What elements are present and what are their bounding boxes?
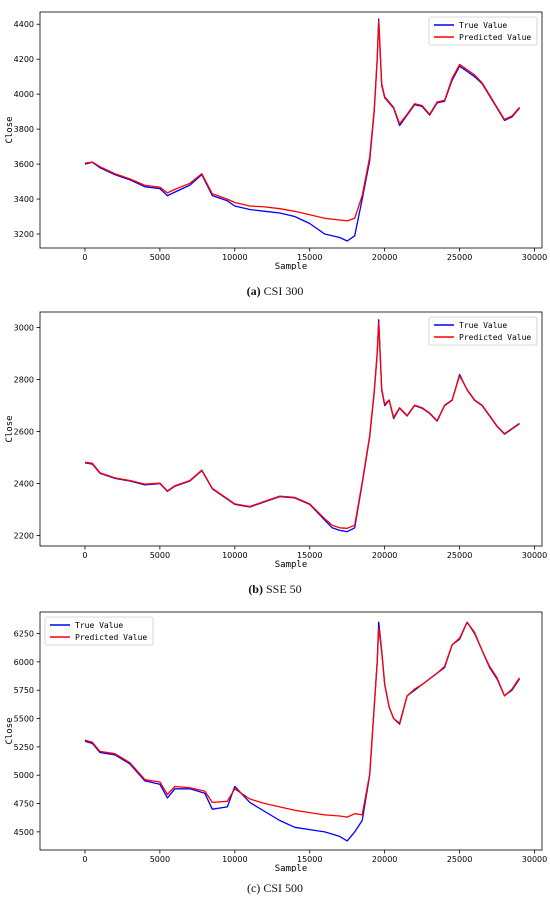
y-tick-label: 5500	[14, 715, 34, 724]
x-tick-label: 5000	[150, 253, 170, 262]
x-tick-label: 30000	[522, 253, 547, 262]
caption-a-letter: (a)	[246, 284, 261, 298]
legend-label-true-value: True Value	[459, 21, 507, 30]
legend-box	[44, 616, 154, 646]
x-tick-label: 15000	[297, 551, 322, 560]
caption-a-text: CSI 300	[263, 284, 304, 298]
x-axis-label: Sample	[275, 560, 308, 570]
x-tick-label: 10000	[222, 551, 247, 560]
legend-box	[428, 316, 538, 346]
x-tick-label: 15000	[297, 855, 322, 864]
x-tick-label: 0	[82, 253, 87, 262]
chart-panel-c: 0 5000 10000 15000 20000 25000 30000 4500 4750 50…	[0, 600, 550, 901]
y-tick-label: 3000	[14, 324, 34, 333]
legend-box	[428, 16, 538, 46]
y-axis-label: Close	[5, 116, 15, 143]
legend: True Value Predicted Value	[44, 616, 154, 646]
y-tick-label: 3200	[14, 230, 34, 239]
x-tick-label: 25000	[447, 253, 472, 262]
y-tick-label: 4400	[14, 20, 34, 29]
legend: True Value Predicted Value	[428, 316, 538, 346]
caption-b-letter: (b)	[248, 582, 263, 596]
series-line-true-value	[84, 621, 521, 842]
x-tick-label: 20000	[372, 855, 397, 864]
series-line-predicted-value	[84, 621, 521, 818]
x-tick-label: 20000	[372, 551, 397, 560]
x-tick-label: 10000	[222, 855, 247, 864]
y-tick-label: 4200	[14, 55, 34, 64]
y-tick-label: 6000	[14, 658, 34, 667]
x-tick-label: 0	[82, 551, 87, 560]
x-tick-label: 25000	[447, 855, 472, 864]
y-axis-label: Close	[5, 415, 15, 442]
legend: True Value Predicted Value	[428, 16, 538, 46]
x-tick-label: 10000	[222, 253, 247, 262]
chart-panel-a: 0 5000 10000 15000 20000 25000 30000 3200 3400 36…	[0, 0, 550, 300]
y-axis-label: Close	[5, 717, 15, 744]
x-tick-label: 15000	[297, 253, 322, 262]
x-tick-label: 0	[82, 855, 87, 864]
y-tick-label: 3800	[14, 125, 34, 134]
y-tick-label: 3400	[14, 195, 34, 204]
caption-c-text: CSI 500	[263, 881, 303, 895]
x-tick-label: 5000	[150, 551, 170, 560]
x-tick-label: 20000	[372, 253, 397, 262]
plot-frame	[39, 311, 543, 547]
legend-label-predicted-value: Predicted Value	[459, 333, 531, 342]
series-line-true-value	[84, 18, 520, 242]
x-tick-label: 30000	[522, 551, 547, 560]
y-tick-label: 5750	[14, 686, 34, 695]
x-axis-label: Sample	[275, 864, 308, 872]
y-tick-label: 5250	[14, 743, 34, 752]
plot-frame	[39, 11, 543, 249]
plot-frame	[39, 611, 543, 851]
legend-label-predicted-value: Predicted Value	[75, 633, 147, 642]
y-tick-label: 4000	[14, 90, 34, 99]
y-tick-label: 4500	[14, 828, 34, 837]
y-tick-label: 2200	[14, 532, 34, 541]
caption-a: (a) CSI 300	[0, 284, 550, 299]
x-tick-label: 5000	[150, 855, 170, 864]
chart-csi500: 0 5000 10000 15000 20000 25000 30000 4500 4750 50…	[5, 611, 547, 874]
y-tick-label: 2400	[14, 480, 34, 489]
chart-csi300: 0 5000 10000 15000 20000 25000 30000 3200 3400 36…	[5, 11, 547, 272]
x-axis-label: Sample	[275, 262, 308, 270]
y-tick-label: 2800	[14, 376, 34, 385]
y-tick-label: 6250	[14, 630, 34, 639]
legend-label-true-value: True Value	[75, 621, 123, 630]
y-tick-label: 4750	[14, 800, 34, 809]
caption-c-letter: (c)	[246, 881, 261, 895]
caption-b: (b) SSE 50	[0, 582, 550, 597]
x-tick-label: 25000	[447, 551, 472, 560]
series-line-predicted-value	[84, 20, 520, 222]
chart-sse50: 0 5000 10000 15000 20000 25000 30000 2200 2400 26…	[5, 311, 547, 570]
y-tick-label: 5000	[14, 771, 34, 780]
series-line-true-value	[84, 319, 520, 533]
caption-c: (c) CSI 500	[0, 881, 550, 896]
legend-label-true-value: True Value	[459, 321, 507, 330]
legend-label-predicted-value: Predicted Value	[459, 33, 531, 42]
chart-panel-b: 0 5000 10000 15000 20000 25000 30000 2200 2400 26…	[0, 300, 550, 600]
x-tick-label: 30000	[522, 855, 547, 864]
series-line-predicted-value	[84, 321, 520, 529]
caption-b-text: SSE 50	[265, 582, 302, 596]
y-tick-label: 2600	[14, 428, 34, 437]
y-tick-label: 3600	[14, 160, 34, 169]
